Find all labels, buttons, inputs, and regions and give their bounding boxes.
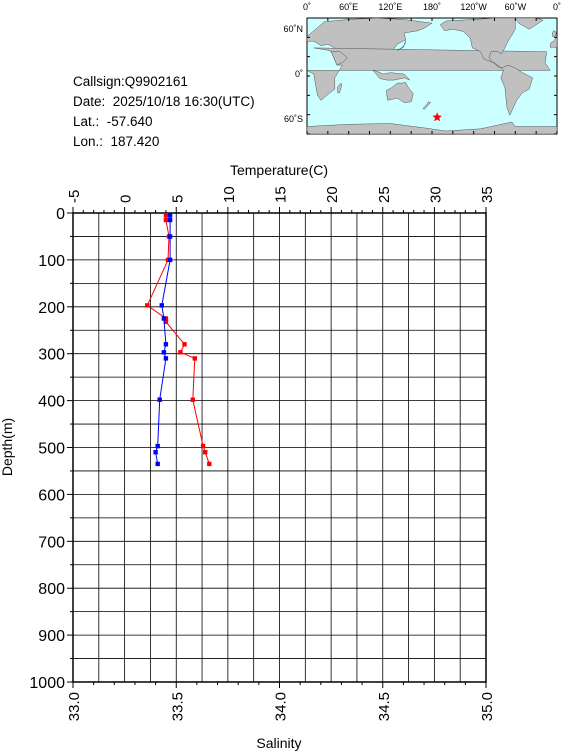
salinity-point <box>159 303 164 308</box>
salinity-point <box>155 461 160 467</box>
temperature-tick-label: 30 <box>427 186 444 203</box>
temperature-profile-line <box>146 215 210 465</box>
temperature-tick-label: -5 <box>66 190 83 203</box>
salinity-point <box>161 316 167 321</box>
map-lon-label: 180˚ <box>423 2 441 12</box>
depth-tick-label: 0 <box>56 206 65 223</box>
temperature-point <box>203 450 208 455</box>
depth-tick-label: 600 <box>38 487 65 504</box>
depth-tick-label: 1000 <box>29 675 65 692</box>
temperature-point <box>182 342 187 347</box>
salinity-tick-label: 33.5 <box>169 692 186 721</box>
temperature-point <box>163 213 169 218</box>
depth-tick-label: 300 <box>38 347 65 364</box>
temperature-point <box>192 356 197 361</box>
salinity-tick-label: 35.0 <box>479 692 496 721</box>
temperature-tick-label: 0 <box>118 195 135 203</box>
temperature-tick-label: 25 <box>376 186 393 203</box>
uk-shape <box>551 30 557 37</box>
salinity-point <box>163 356 169 361</box>
map-lon-label: 120˚E <box>378 2 402 12</box>
temperature-tick-label: 15 <box>273 186 290 203</box>
temperature-tick-label: 20 <box>324 186 341 203</box>
salinity-tick-labels: 33.0 33.5 34.0 34.5 35.0 <box>66 692 496 721</box>
japan-shape <box>397 40 406 51</box>
temperature-axis-label: Temperature(C) <box>230 162 328 178</box>
south-america-shape <box>500 64 533 116</box>
depth-tick-label: 100 <box>38 253 65 270</box>
temperature-tick-label: 35 <box>479 186 496 203</box>
salinity-point <box>167 257 173 263</box>
map-lon-label: 60˚E <box>339 2 358 12</box>
salinity-tick-label: 33.0 <box>66 692 83 721</box>
map-lat-labels: 60˚N 0˚ 60˚S <box>283 24 303 124</box>
depth-tick-label: 400 <box>38 394 65 411</box>
salinity-point <box>167 213 173 218</box>
temperature-point <box>207 461 212 467</box>
date-text: Date: 2025/10/18 16:30(UTC) <box>73 94 255 109</box>
map-lat-label: 0˚ <box>295 69 303 79</box>
lat-text: Lat.: -57.640 <box>73 114 153 129</box>
temperature-point <box>163 217 169 223</box>
indonesia-shape <box>372 70 410 81</box>
depth-tick-label: 800 <box>38 581 65 598</box>
map-lon-label: 60˚W <box>505 2 527 12</box>
depth-tick-labels: 0 100 200 300 400 500 600 700 800 900 1000 <box>29 206 65 692</box>
salinity-point <box>167 217 173 223</box>
callsign-text: Callsign:Q9902161 <box>73 74 188 89</box>
australia-shape <box>385 82 414 103</box>
salinity-point <box>153 450 158 455</box>
depth-tick-label: 200 <box>38 300 65 317</box>
temperature-tick-label: 5 <box>169 195 186 203</box>
temperature-tick-labels: -5 0 5 10 15 20 25 30 35 <box>66 186 496 203</box>
europe-west-shape <box>549 36 558 48</box>
salinity-point <box>167 234 173 239</box>
map-lon-label: 0˚ <box>553 2 561 12</box>
new-zealand-shape <box>422 101 431 110</box>
map-lon-labels: 0˚ 60˚E 120˚E 180˚ 120˚W 60˚W 0˚ <box>303 2 561 12</box>
salinity-point <box>157 397 162 402</box>
depth-tick-label: 700 <box>38 534 65 551</box>
salinity-point <box>163 342 169 347</box>
salinity-point <box>161 350 167 355</box>
temperature-point <box>200 443 206 449</box>
station-info: Callsign:Q9902161 Date: 2025/10/18 16:30… <box>73 72 255 152</box>
salinity-tick-label: 34.5 <box>376 692 393 721</box>
madagascar-shape <box>337 82 342 94</box>
lon-text: Lon.: 187.420 <box>73 134 160 149</box>
temperature-point <box>145 303 150 308</box>
map-frame-ticks <box>306 17 558 135</box>
map-lon-label: 120˚W <box>460 2 487 12</box>
salinity-tick-label: 34.0 <box>273 692 290 721</box>
salinity-axis-label: Salinity <box>256 735 301 751</box>
salinity-point <box>155 443 160 449</box>
map-lon-label: 0˚ <box>303 2 311 12</box>
temperature-tick-label: 10 <box>221 186 238 203</box>
depth-axis-label: Depth(m) <box>0 418 15 476</box>
depth-tick-label: 500 <box>38 441 65 458</box>
series-layer <box>145 213 212 467</box>
chart-grid <box>73 213 486 682</box>
arabia-shape <box>330 51 348 66</box>
temperature-point <box>190 397 195 402</box>
temperature-point <box>163 319 169 324</box>
map-lat-label: 60˚N <box>283 24 303 34</box>
station-marker-star-icon <box>432 112 442 122</box>
map-lat-label: 60˚S <box>284 114 303 124</box>
plot-frame <box>72 212 487 683</box>
depth-tick-label: 900 <box>38 628 65 645</box>
temperature-point <box>178 350 183 355</box>
